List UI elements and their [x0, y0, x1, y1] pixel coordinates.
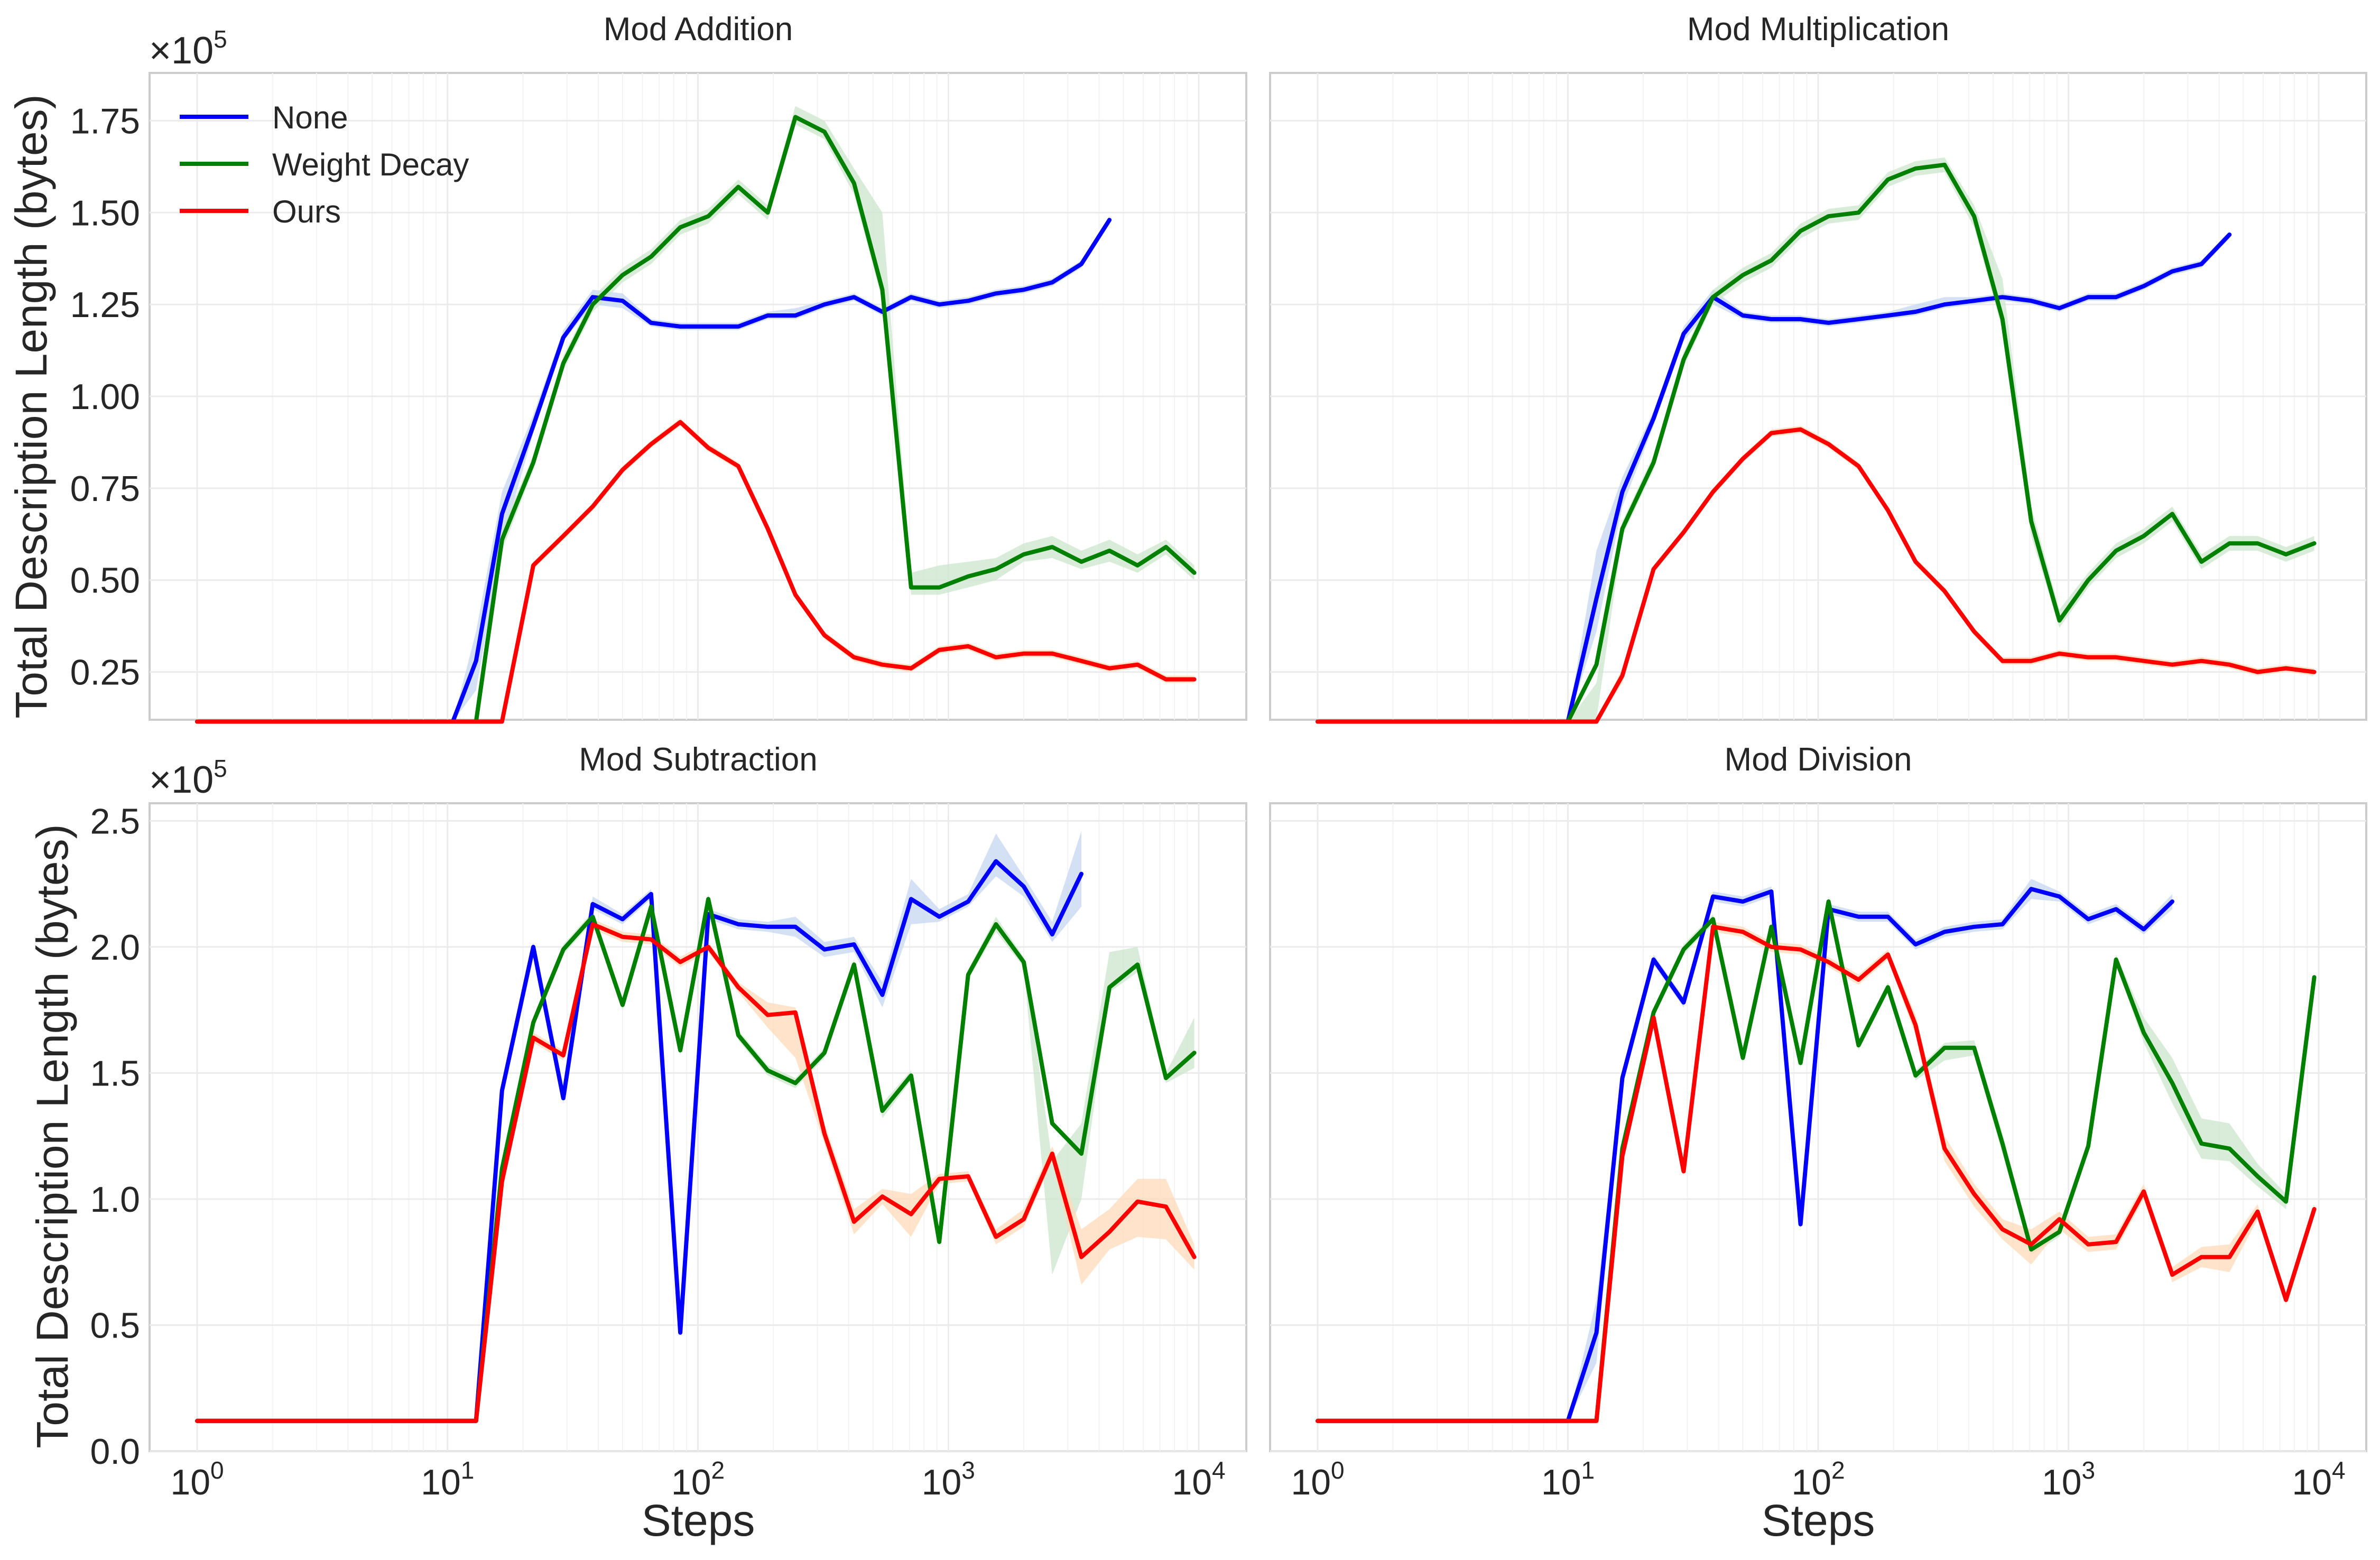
panel-mod-subtraction: 0.0 0.5 1.0 1.5 2.0 2.5 100 101 102 103 104 [90, 801, 1247, 1502]
series-line-none [1316, 233, 2232, 724]
y-multiplier-top: ×105 [149, 25, 227, 72]
x-tick-label: 103 [2042, 1456, 2095, 1502]
series-line-weight-decay [1316, 899, 2317, 1423]
series-line-ours [1316, 924, 2317, 1423]
y-tick-label: 2.0 [90, 927, 140, 968]
legend-label-none: None [272, 100, 348, 135]
x-tick-label: 102 [671, 1456, 725, 1502]
y-tick-label: 1.00 [70, 377, 140, 417]
legend-label-ours: Ours [272, 194, 341, 229]
x-tick-label: 104 [1172, 1456, 1225, 1502]
y-multiplier-bottom: ×105 [149, 755, 227, 801]
legend-label-weight-decay: Weight Decay [272, 147, 469, 182]
x-tick-label: 104 [2292, 1456, 2345, 1502]
x-tick-label: 100 [170, 1456, 224, 1502]
legend: None Weight Decay Ours [180, 100, 469, 229]
y-tick-label: 0.0 [90, 1432, 140, 1472]
band-ours [197, 418, 1194, 722]
series-line-ours [195, 420, 1197, 724]
panel-mod-addition: 0.25 0.50 0.75 1.00 1.25 1.50 1.75 [70, 72, 1247, 724]
y-tick-label: 1.75 [70, 101, 140, 141]
panel-title-mod-subtraction: Mod Subtraction [579, 741, 817, 778]
x-tick-label: 102 [1791, 1456, 1845, 1502]
panel-mod-division: 100 101 102 103 104 [1269, 802, 2367, 1502]
series-line-weight-decay [195, 897, 1197, 1423]
panel-title-mod-multiplication: Mod Multiplication [1687, 11, 1949, 48]
y-tick-label: 0.5 [90, 1305, 140, 1345]
y-tick-label: 0.50 [70, 561, 140, 601]
panel-mod-multiplication [1269, 72, 2367, 724]
x-tick-label: 101 [1541, 1456, 1595, 1502]
series-line-none [1316, 887, 2174, 1423]
series-line-none [195, 218, 1112, 724]
series-line-weight-decay [1316, 162, 2317, 724]
y-tick-label: 1.25 [70, 285, 140, 325]
y-tick-label: 2.5 [90, 801, 140, 841]
x-tick-label: 101 [421, 1456, 474, 1502]
x-tick-label: 103 [922, 1456, 975, 1502]
panel-title-mod-addition: Mod Addition [604, 11, 793, 48]
band-weight-decay [197, 106, 1194, 722]
y-tick-label: 0.75 [70, 469, 140, 509]
x-axis-label-left: Steps [642, 1496, 755, 1545]
y-tick-label: 1.50 [70, 193, 140, 233]
series-line-ours [1316, 427, 2317, 724]
series-line-ours [195, 922, 1197, 1423]
x-axis-label-right: Steps [1762, 1496, 1875, 1545]
series-line-weight-decay [195, 115, 1197, 724]
y-axis-label-top: Total Description Length (bytes) [6, 94, 56, 718]
y-axis-label-bottom: Total Description Length (bytes) [27, 824, 77, 1448]
y-tick-label: 1.5 [90, 1053, 140, 1093]
x-tick-label: 100 [1291, 1456, 1344, 1502]
y-tick-label: 0.25 [70, 653, 140, 693]
y-tick-label: 1.0 [90, 1180, 140, 1220]
panel-title-mod-division: Mod Division [1725, 741, 1912, 778]
